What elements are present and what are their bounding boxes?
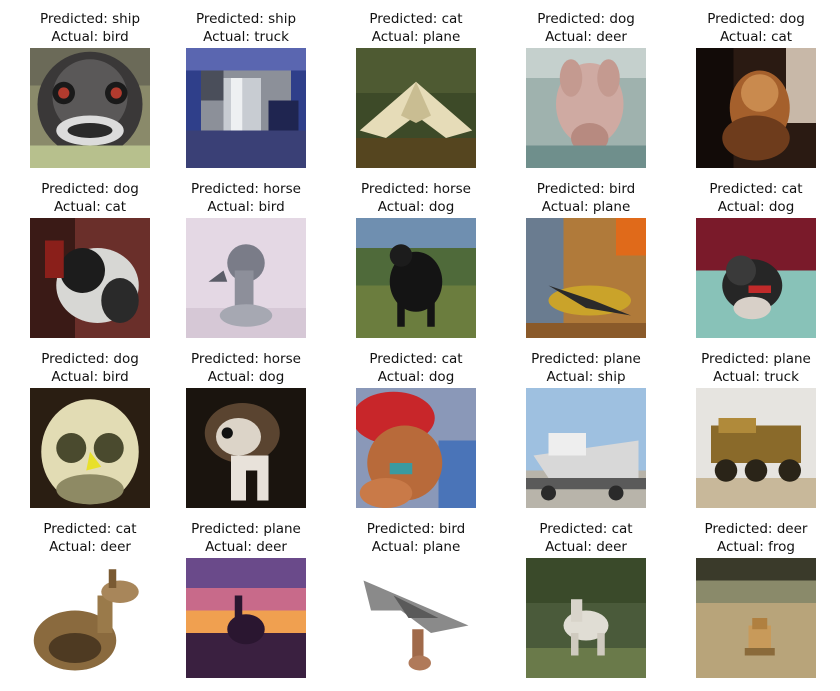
sample-image <box>30 218 150 338</box>
actual-label: Actual: ship <box>546 369 626 385</box>
actual-label: Actual: dog <box>207 369 285 385</box>
sample-image <box>30 558 150 678</box>
sample-tile: Predicted: cat Actual: dog <box>331 350 501 520</box>
sample-tile: Predicted: cat Actual: deer <box>5 520 175 690</box>
sample-image <box>30 48 150 168</box>
sample-image <box>356 388 476 508</box>
sample-tile: Predicted: dog Actual: cat <box>671 10 840 180</box>
sample-tile: Predicted: plane Actual: deer <box>161 520 331 690</box>
predicted-label: Predicted: horse <box>191 181 301 197</box>
sample-tile: Predicted: cat Actual: plane <box>331 10 501 180</box>
predicted-label: Predicted: plane <box>701 351 811 367</box>
sample-tile: Predicted: ship Actual: truck <box>161 10 331 180</box>
predicted-label: Predicted: cat <box>539 521 633 537</box>
sample-tile: Predicted: cat Actual: deer <box>501 520 671 690</box>
sample-tile: Predicted: bird Actual: plane <box>501 180 671 350</box>
sample-image <box>356 48 476 168</box>
sample-image <box>696 388 816 508</box>
actual-label: Actual: bird <box>51 369 129 385</box>
actual-label: Actual: deer <box>545 539 627 555</box>
sample-tile: Predicted: dog Actual: bird <box>5 350 175 520</box>
sample-image <box>696 48 816 168</box>
predicted-label: Predicted: cat <box>369 11 463 27</box>
sample-tile: Predicted: horse Actual: bird <box>161 180 331 350</box>
predicted-label: Predicted: bird <box>366 521 466 537</box>
sample-tile: Predicted: dog Actual: deer <box>501 10 671 180</box>
sample-tile: Predicted: dog Actual: cat <box>5 180 175 350</box>
sample-image <box>186 48 306 168</box>
sample-image <box>356 218 476 338</box>
predicted-label: Predicted: ship <box>39 11 141 27</box>
actual-label: Actual: deer <box>205 539 287 555</box>
actual-label: Actual: plane <box>371 539 461 555</box>
actual-label: Actual: plane <box>371 29 461 45</box>
predicted-label: Predicted: horse <box>191 351 301 367</box>
sample-image <box>356 558 476 678</box>
sample-tile: Predicted: ship Actual: bird <box>5 10 175 180</box>
actual-label: Actual: cat <box>719 29 793 45</box>
actual-label: Actual: truck <box>203 29 289 45</box>
predicted-label: Predicted: cat <box>369 351 463 367</box>
actual-label: Actual: frog <box>717 539 795 555</box>
sample-tile: Predicted: horse Actual: dog <box>331 180 501 350</box>
predicted-label: Predicted: cat <box>709 181 803 197</box>
sample-image <box>30 388 150 508</box>
predicted-label: Predicted: plane <box>531 351 641 367</box>
sample-image <box>526 558 646 678</box>
predicted-label: Predicted: dog <box>41 351 139 367</box>
predicted-label: Predicted: deer <box>704 521 808 537</box>
sample-image <box>696 558 816 678</box>
sample-tile: Predicted: horse Actual: dog <box>161 350 331 520</box>
actual-label: Actual: bird <box>207 199 285 215</box>
actual-label: Actual: dog <box>377 199 455 215</box>
sample-image <box>526 48 646 168</box>
sample-image <box>186 558 306 678</box>
sample-image <box>186 218 306 338</box>
actual-label: Actual: bird <box>51 29 129 45</box>
sample-tile: Predicted: plane Actual: truck <box>671 350 840 520</box>
predicted-label: Predicted: cat <box>43 521 137 537</box>
sample-tile: Predicted: bird Actual: plane <box>331 520 501 690</box>
predicted-label: Predicted: plane <box>191 521 301 537</box>
predicted-label: Predicted: ship <box>195 11 297 27</box>
sample-tile: Predicted: deer Actual: frog <box>671 520 840 690</box>
actual-label: Actual: dog <box>717 199 795 215</box>
sample-tile: Predicted: plane Actual: ship <box>501 350 671 520</box>
sample-image <box>526 388 646 508</box>
actual-label: Actual: dog <box>377 369 455 385</box>
sample-image <box>526 218 646 338</box>
actual-label: Actual: deer <box>49 539 131 555</box>
predicted-label: Predicted: bird <box>536 181 636 197</box>
sample-image <box>696 218 816 338</box>
actual-label: Actual: cat <box>53 199 127 215</box>
actual-label: Actual: truck <box>713 369 799 385</box>
actual-label: Actual: plane <box>541 199 631 215</box>
sample-tile: Predicted: cat Actual: dog <box>671 180 840 350</box>
sample-image <box>186 388 306 508</box>
predicted-label: Predicted: dog <box>41 181 139 197</box>
predicted-label: Predicted: dog <box>707 11 805 27</box>
predicted-label: Predicted: dog <box>537 11 635 27</box>
predicted-label: Predicted: horse <box>361 181 471 197</box>
actual-label: Actual: deer <box>545 29 627 45</box>
